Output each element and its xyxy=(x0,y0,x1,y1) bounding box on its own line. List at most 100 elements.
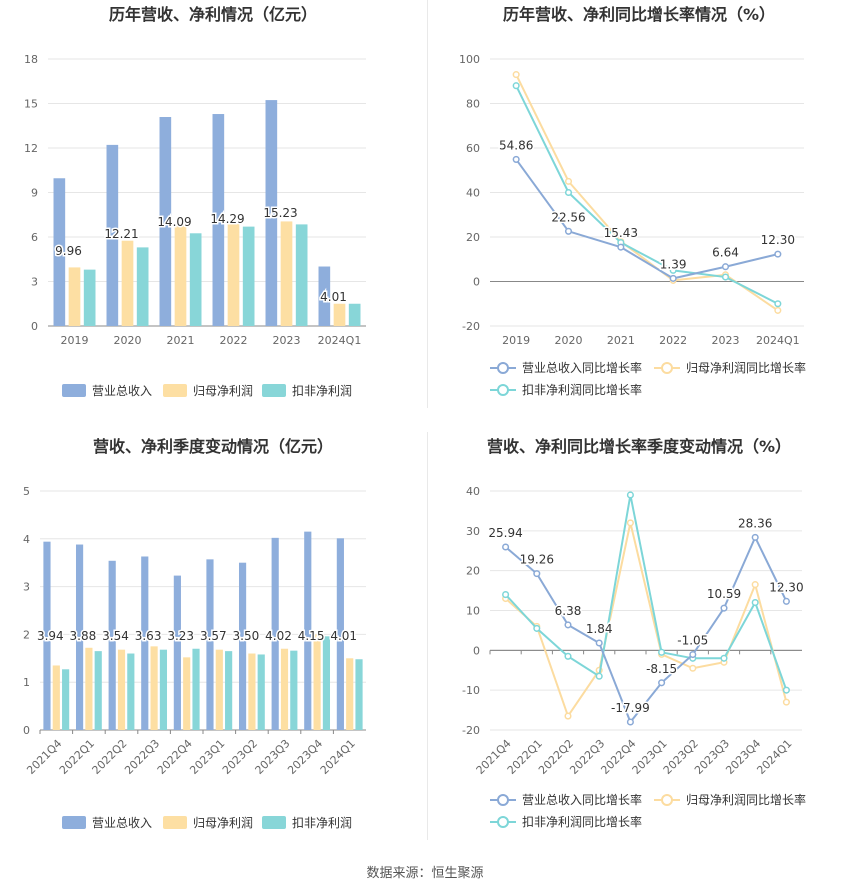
legend-marker xyxy=(661,362,673,374)
data-point xyxy=(751,581,759,589)
data-label: 1.39 xyxy=(660,257,687,271)
bar-扣非净利润 xyxy=(127,653,135,730)
data-label: 25.94 xyxy=(488,526,522,540)
y-tick-label: 0 xyxy=(31,320,38,333)
x-tick-label: 2021Q4 xyxy=(24,737,64,777)
data-point xyxy=(689,664,697,672)
legend-label: 归母净利润 xyxy=(193,816,253,830)
y-tick-label: 80 xyxy=(466,98,480,111)
bar-营业总收入 xyxy=(304,531,312,730)
data-point xyxy=(564,177,573,185)
bar-归母净利润 xyxy=(121,240,134,326)
x-tick-label: 2024Q1 xyxy=(756,334,800,347)
bar-扣非净利润 xyxy=(290,650,298,730)
data-point xyxy=(782,698,790,706)
x-tick-label: 2023Q4 xyxy=(285,737,325,777)
y-tick-label: 40 xyxy=(466,485,480,498)
data-label: 28.36 xyxy=(738,516,772,530)
bar-营业总收入 xyxy=(106,144,119,326)
legend-label: 归母净利润同比增长率 xyxy=(686,792,806,807)
x-tick-label: 2020 xyxy=(555,334,583,347)
bar-营业总收入 xyxy=(238,562,247,730)
data-point xyxy=(669,274,677,282)
bar-扣非净利润 xyxy=(83,269,96,326)
bar-营业总收入 xyxy=(206,559,214,730)
bar-归母净利润 xyxy=(346,658,354,730)
legend-label: 营业总收入 xyxy=(92,384,152,398)
bar-扣非净利润 xyxy=(136,247,149,326)
data-label: 14.09 xyxy=(157,215,191,229)
y-tick-label: 9 xyxy=(31,187,38,200)
y-tick-label: 0 xyxy=(23,724,30,737)
x-tick-label: 2024Q1 xyxy=(318,737,358,777)
series-line-归母净利润同比增长率 xyxy=(504,522,788,719)
data-label: 3.23 xyxy=(167,629,194,643)
legend-marker xyxy=(497,362,509,374)
data-label: 15.23 xyxy=(263,206,297,220)
data-label: 12.30 xyxy=(769,580,803,594)
y-tick-label: 100 xyxy=(459,53,480,66)
y-tick-label: 10 xyxy=(466,605,480,618)
bar-扣非净利润 xyxy=(225,651,233,730)
divider xyxy=(427,432,428,840)
bar-营业总收入 xyxy=(53,178,66,326)
data-point xyxy=(774,300,782,308)
series-line-扣非净利润同比增长率 xyxy=(504,494,788,691)
data-point xyxy=(533,624,541,632)
bar-扣非净利润 xyxy=(62,669,70,730)
y-tick-label: 18 xyxy=(24,53,38,66)
data-point xyxy=(720,604,728,612)
data-label: 14.29 xyxy=(210,212,244,226)
y-tick-label: 1 xyxy=(23,676,30,689)
bar-归母净利润 xyxy=(52,665,60,730)
legend-swatch xyxy=(163,816,187,829)
series-line-营业总收入同比增长率 xyxy=(504,534,788,724)
data-label: 3.50 xyxy=(233,629,260,643)
y-tick-label: 3 xyxy=(31,276,38,289)
bar-扣非净利润 xyxy=(322,636,331,730)
data-point xyxy=(617,243,625,251)
bar-归母净利润 xyxy=(280,221,293,326)
legend-swatch xyxy=(62,384,86,397)
bar-归母净利润 xyxy=(313,634,321,730)
y-tick-label: 6 xyxy=(31,231,38,244)
data-point xyxy=(564,652,572,660)
data-point xyxy=(721,263,730,271)
chart-quarterly-revenue-profit: 营收、净利季度变动情况（亿元）0123452021Q42022Q12022Q22… xyxy=(23,437,366,830)
data-point xyxy=(751,533,759,541)
data-point xyxy=(721,273,730,281)
chart-title: 历年营收、净利情况（亿元） xyxy=(109,5,317,24)
y-tick-label: 20 xyxy=(466,565,480,578)
x-tick-label: 2022Q1 xyxy=(57,737,97,777)
data-point xyxy=(689,650,697,659)
legend-marker xyxy=(661,794,673,806)
data-point xyxy=(512,71,520,79)
data-point xyxy=(564,621,572,629)
legend-label: 扣非净利润同比增长率 xyxy=(522,814,642,829)
legend-swatch xyxy=(163,384,187,397)
data-label: 12.30 xyxy=(761,233,795,247)
data-point xyxy=(512,82,520,90)
legend-swatch xyxy=(62,816,86,829)
bar-扣非净利润 xyxy=(257,654,265,730)
y-tick-label: 20 xyxy=(466,231,480,244)
y-tick-label: 3 xyxy=(23,581,30,594)
data-label: 6.64 xyxy=(712,246,739,260)
data-point xyxy=(595,639,603,647)
y-tick-label: 40 xyxy=(466,187,480,200)
y-tick-label: 15 xyxy=(24,98,38,111)
x-tick-label: 2022Q4 xyxy=(155,737,195,777)
chart-title: 营收、净利同比增长率季度变动情况（%） xyxy=(487,437,791,456)
legend-label: 营业总收入同比增长率 xyxy=(522,360,642,375)
bar-归母净利润 xyxy=(150,646,158,730)
x-tick-label: 2022 xyxy=(220,334,248,347)
bar-归母净利润 xyxy=(333,303,346,326)
data-point xyxy=(564,188,573,197)
bar-扣非净利润 xyxy=(242,226,255,326)
data-label: 3.94 xyxy=(37,629,64,643)
bar-营业总收入 xyxy=(318,266,331,326)
x-tick-label: 2024Q1 xyxy=(318,334,362,347)
data-label: 1.84 xyxy=(586,622,613,636)
legend-label: 营业总收入同比增长率 xyxy=(522,792,642,807)
bar-扣非净利润 xyxy=(355,659,363,730)
